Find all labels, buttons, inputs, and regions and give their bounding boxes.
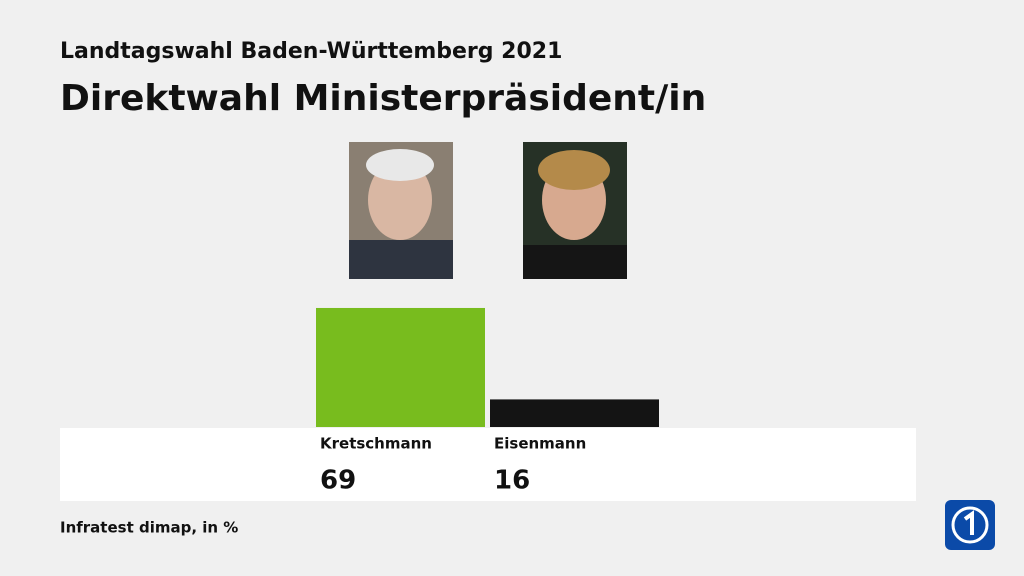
source: Infratest dimap, in % <box>60 519 238 537</box>
portrait <box>349 142 453 279</box>
category-label: Eisenmann <box>494 435 586 453</box>
logo <box>945 500 995 550</box>
chart-title: Direktwahl Ministerpräsident/in <box>60 78 706 119</box>
portrait <box>523 142 627 279</box>
bar <box>316 307 485 427</box>
chart-subtitle: Landtagswahl Baden-Württemberg 2021 <box>60 39 562 64</box>
value-label: 16 <box>494 466 530 496</box>
bar <box>490 399 659 427</box>
category-label: Kretschmann <box>320 435 432 453</box>
value-label: 69 <box>320 466 356 496</box>
label-band <box>60 428 916 501</box>
